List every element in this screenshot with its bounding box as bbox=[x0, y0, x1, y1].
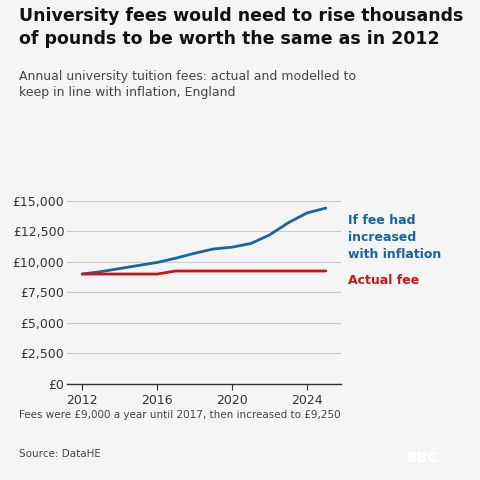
Text: BBC: BBC bbox=[407, 451, 438, 466]
Text: If fee had
increased
with inflation: If fee had increased with inflation bbox=[348, 214, 442, 261]
Text: University fees would need to rise thousands
of pounds to be worth the same as i: University fees would need to rise thous… bbox=[19, 7, 464, 48]
Text: Actual fee: Actual fee bbox=[348, 274, 420, 288]
Text: Source: DataHE: Source: DataHE bbox=[19, 449, 101, 459]
Text: Annual university tuition fees: actual and modelled to
keep in line with inflati: Annual university tuition fees: actual a… bbox=[19, 70, 356, 99]
Text: Fees were £9,000 a year until 2017, then increased to £9,250: Fees were £9,000 a year until 2017, then… bbox=[19, 410, 341, 420]
